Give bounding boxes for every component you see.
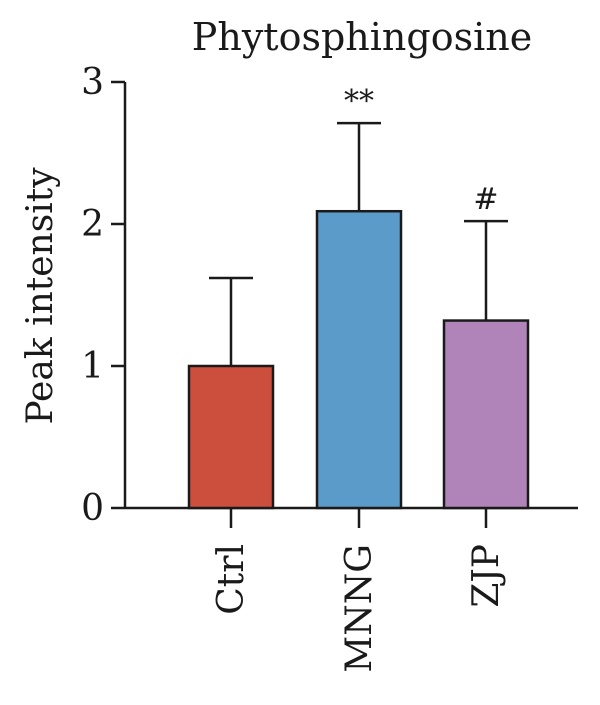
significance-annotation: # (473, 182, 498, 217)
chart-title: Phytosphingosine (192, 15, 532, 59)
y-axis-label: Peak intensity (20, 167, 61, 425)
y-tick-label: 1 (81, 346, 104, 387)
bar-zjp (442, 319, 530, 510)
y-tick-label: 0 (81, 488, 104, 529)
bar-mnng (315, 209, 403, 510)
y-tick-label: 3 (81, 62, 104, 103)
bars: Ctrl MNNG ** ZJP # (187, 84, 530, 673)
x-tick-label: MNNG (339, 544, 380, 673)
x-tick-label: Ctrl (211, 544, 252, 615)
significance-annotation: ** (344, 84, 374, 119)
x-tick-label: ZJP (466, 544, 507, 608)
bar-ctrl (187, 364, 275, 510)
y-ticks: 0 1 2 3 (81, 62, 125, 529)
y-tick-label: 2 (81, 204, 104, 245)
